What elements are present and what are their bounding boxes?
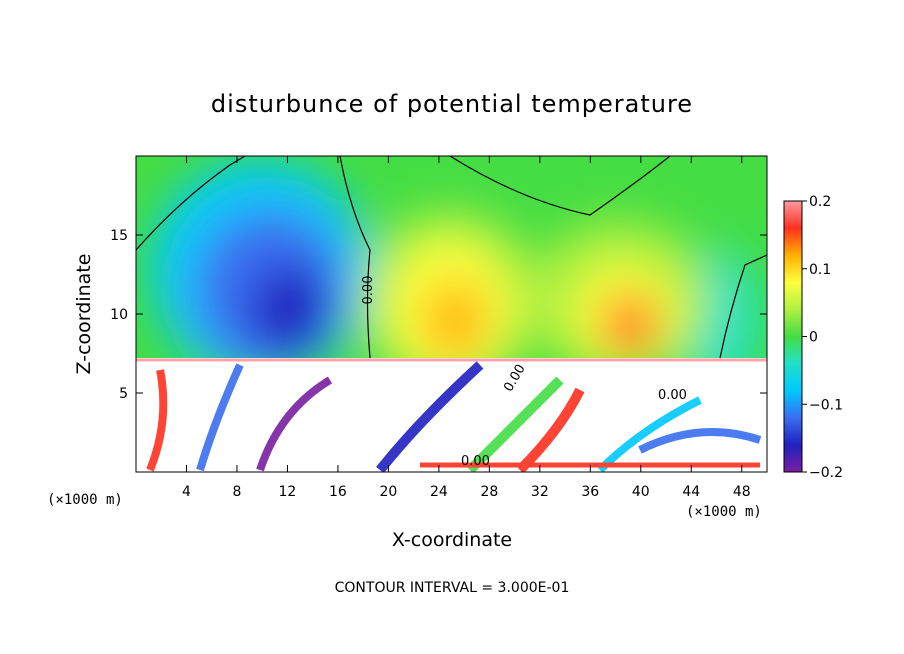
contour-label: 0.00 xyxy=(658,388,687,403)
x-tick-label: 16 xyxy=(329,484,347,500)
y-tick-label: 5 xyxy=(119,386,128,402)
x-tick-label: 20 xyxy=(379,484,397,500)
x-unit-right: (×1000 m) xyxy=(686,504,762,520)
x-tick-label: 12 xyxy=(279,484,297,500)
colorbar-tick-label: −0.2 xyxy=(809,465,843,481)
colorbar xyxy=(783,200,803,473)
x-tick-label: 24 xyxy=(430,484,448,500)
x-tick-label: 32 xyxy=(531,484,549,500)
lower-field-streaks xyxy=(136,358,767,472)
y-tick-label: 15 xyxy=(110,228,128,244)
contour-interval: CONTOUR INTERVAL = 3.000E-01 xyxy=(335,580,570,596)
x-tick-label: 28 xyxy=(480,484,498,500)
x-tick-label: 36 xyxy=(581,484,599,500)
x-tick-label: 48 xyxy=(733,484,751,500)
x-axis-label: X-coordinate xyxy=(392,529,512,551)
zero-contours xyxy=(136,156,767,359)
plot-area xyxy=(136,156,767,472)
y-axis-ticks: 5 10 15 xyxy=(110,228,767,402)
colorbar-tick-label: 0 xyxy=(809,330,818,346)
y-axis-label: Z-coordinate xyxy=(73,254,95,375)
x-axis-ticks: 4 8 12 16 20 24 28 32 36 40 44 48 xyxy=(182,156,751,500)
lower-turbulent-layer xyxy=(136,358,767,472)
y-tick-label: 10 xyxy=(110,307,128,323)
x-tick-label: 44 xyxy=(682,484,700,500)
upper-field xyxy=(150,160,760,390)
contour-label: 0.00 xyxy=(461,454,490,469)
colorbar-tick-label: −0.1 xyxy=(809,397,843,413)
chart-title: disturbunce of potential temperature xyxy=(211,90,693,118)
colorbar-tick-label: 0.1 xyxy=(809,262,831,278)
x-unit-left: (×1000 m) xyxy=(47,492,123,508)
colorbar-ticks: 0.2 0.1 0 −0.1 −0.2 xyxy=(802,194,843,481)
x-tick-label: 4 xyxy=(182,484,191,500)
contour-label: 0.00 xyxy=(361,276,376,305)
x-tick-label: 40 xyxy=(632,484,650,500)
colorbar-tick-label: 0.2 xyxy=(809,194,831,210)
x-tick-label: 8 xyxy=(232,484,241,500)
